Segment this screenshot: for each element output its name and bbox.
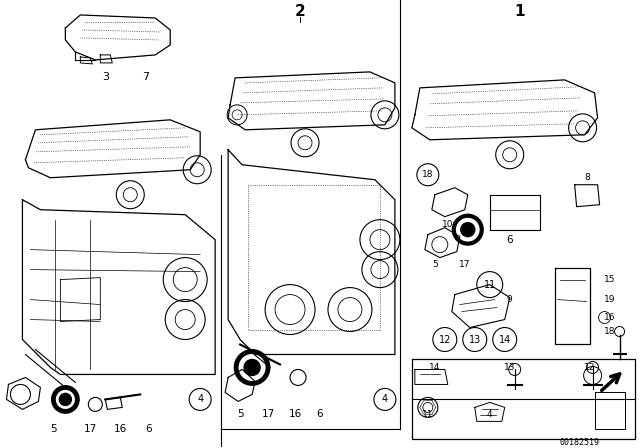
Text: 14: 14 <box>429 363 440 372</box>
Text: 6: 6 <box>145 424 152 435</box>
Text: 5: 5 <box>50 424 57 435</box>
Circle shape <box>244 359 260 375</box>
Text: 00182519: 00182519 <box>559 438 600 447</box>
Text: 4: 4 <box>197 394 204 405</box>
Text: 11: 11 <box>422 410 433 419</box>
Text: 12: 12 <box>584 363 595 372</box>
Text: 17: 17 <box>84 424 97 435</box>
Text: 18: 18 <box>422 170 433 179</box>
Text: 7: 7 <box>141 72 149 82</box>
Text: 3: 3 <box>102 72 109 82</box>
Text: 2: 2 <box>294 4 305 19</box>
Circle shape <box>60 393 72 405</box>
Text: 11: 11 <box>484 280 496 289</box>
Text: 16: 16 <box>114 424 127 435</box>
Text: 12: 12 <box>438 335 451 345</box>
Circle shape <box>10 384 31 405</box>
Text: 17: 17 <box>459 260 470 269</box>
Text: 10: 10 <box>442 220 454 229</box>
Text: 6: 6 <box>317 409 323 419</box>
Text: 5: 5 <box>237 409 243 419</box>
Text: 17: 17 <box>262 409 275 419</box>
Text: 1: 1 <box>515 4 525 19</box>
Text: 6: 6 <box>506 235 513 245</box>
Text: 8: 8 <box>585 173 591 182</box>
Text: 16: 16 <box>604 313 615 322</box>
Text: 4: 4 <box>487 410 493 419</box>
Text: 18: 18 <box>604 327 615 336</box>
Text: 13: 13 <box>504 363 515 372</box>
Text: 15: 15 <box>604 275 615 284</box>
Circle shape <box>461 223 475 237</box>
Text: 4: 4 <box>382 394 388 405</box>
Text: 19: 19 <box>604 295 615 304</box>
Text: 9: 9 <box>507 295 513 304</box>
Text: 16: 16 <box>289 409 301 419</box>
Text: 5: 5 <box>432 260 438 269</box>
Text: 13: 13 <box>468 335 481 345</box>
Text: 14: 14 <box>499 335 511 345</box>
